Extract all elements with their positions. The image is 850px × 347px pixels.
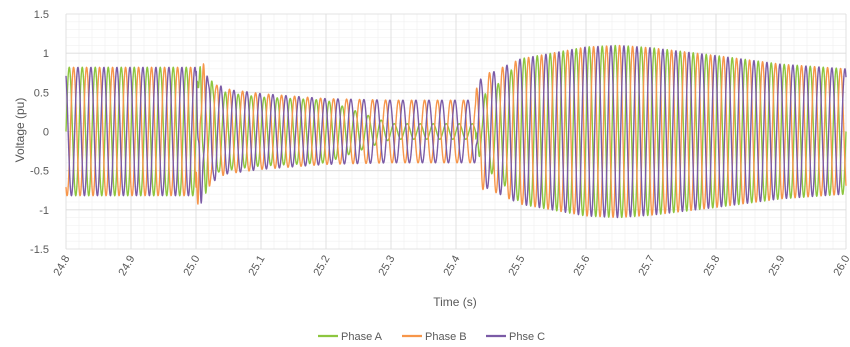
series-line-3 — [65, 45, 847, 219]
x-tick-labels: 24.8 24.9 25.0 25.1 25.2 25.3 25.4 25.5 25.6 25.7… — [51, 254, 850, 279]
y-tick-label: 0 — [43, 127, 49, 139]
y-tick-labels: 1.5 1 0.5 0 -0.5 -1 -1.5 — [30, 9, 49, 256]
x-tick-label: 25.3 — [376, 254, 397, 279]
x-tick-label: 24.9 — [116, 254, 137, 279]
x-axis-title: Time (s) — [433, 295, 477, 309]
series-line-2 — [65, 44, 847, 218]
series-line-1 — [65, 44, 847, 219]
x-tick-label: 25.2 — [311, 254, 332, 279]
y-tick-label: 1.5 — [34, 9, 49, 21]
x-tick-label: 25.1 — [246, 254, 267, 279]
y-tick-label: -0.5 — [30, 166, 49, 178]
legend-label: Phase B — [425, 331, 467, 343]
x-tick-label: 25.6 — [571, 254, 592, 279]
x-tick-label: 24.8 — [51, 254, 72, 279]
y-tick-label: -1.5 — [30, 244, 49, 256]
x-tick-label: 25.5 — [506, 254, 527, 279]
legend: Phase A Phase B Phse C — [318, 331, 545, 343]
x-tick-label: 25.8 — [701, 254, 722, 279]
y-tick-label: 0.5 — [34, 87, 49, 99]
x-tick-label: 25.9 — [766, 254, 787, 279]
y-tick-label: -1 — [39, 205, 49, 217]
x-tick-label: 25.7 — [636, 254, 657, 279]
series-layer — [65, 44, 847, 219]
y-axis-title: Voltage (pu) — [13, 98, 27, 163]
legend-label: Phse C — [509, 331, 545, 343]
x-tick-label: 26.0 — [831, 254, 850, 279]
x-tick-label: 25.4 — [441, 254, 462, 279]
legend-label: Phase A — [341, 331, 383, 343]
y-tick-label: 1 — [43, 48, 49, 60]
x-tick-label: 25.0 — [181, 254, 202, 279]
